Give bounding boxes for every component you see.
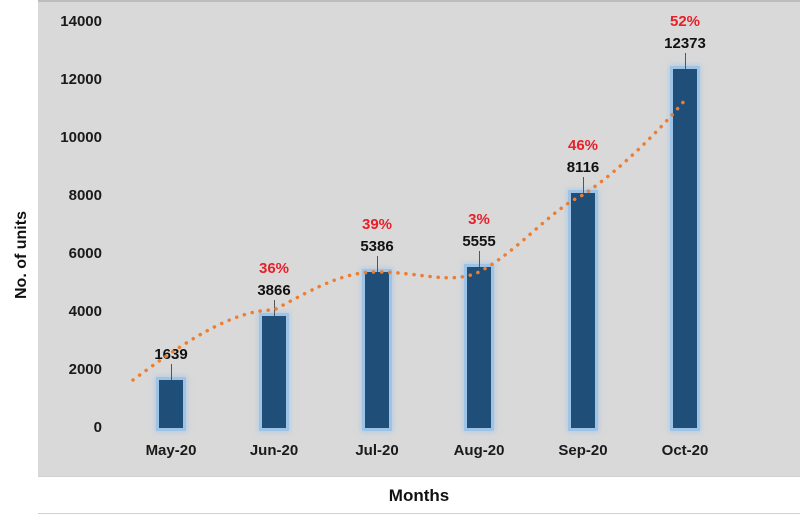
- data-label: 3866: [257, 281, 291, 299]
- x-tick: Jul-20: [355, 442, 399, 459]
- y-tick: 2000: [68, 361, 102, 378]
- x-tick: Oct-20: [661, 442, 709, 459]
- bar: [467, 266, 491, 428]
- bar: [262, 315, 286, 428]
- growth-label: 36%: [258, 259, 290, 277]
- y-tick: 10000: [60, 129, 102, 146]
- data-label-leader: [171, 364, 172, 381]
- data-label-leader: [377, 255, 378, 272]
- data-label-leader: [685, 53, 686, 70]
- x-tick: Jun-20: [249, 442, 299, 459]
- x-tick: May-20: [145, 442, 197, 459]
- bar: [673, 69, 697, 428]
- data-label-leader: [479, 250, 480, 267]
- x-tick: Aug-20: [453, 442, 505, 459]
- bar: [571, 192, 595, 428]
- bar: [159, 380, 183, 428]
- y-tick: 4000: [68, 303, 102, 320]
- y-tick: 6000: [68, 245, 102, 262]
- y-tick: 12000: [60, 71, 102, 88]
- bar: [365, 271, 389, 428]
- growth-label: 3%: [468, 210, 490, 228]
- growth-label: 39%: [361, 215, 393, 233]
- growth-label: 46%: [567, 136, 599, 154]
- y-tick: 8000: [68, 187, 102, 204]
- x-axis-title: Months: [388, 486, 450, 505]
- data-label: 8116: [566, 158, 600, 176]
- data-label: 5386: [360, 237, 394, 255]
- y-tick: 14000: [60, 13, 102, 30]
- data-label: 12373: [664, 35, 706, 53]
- data-label-leader: [274, 299, 275, 316]
- x-tick: Sep-20: [558, 442, 608, 459]
- y-tick: 0: [93, 419, 102, 436]
- growth-label: 52%: [669, 13, 701, 31]
- data-label: 5555: [462, 232, 496, 250]
- data-label: 1639: [154, 346, 188, 364]
- data-label-leader: [583, 176, 584, 193]
